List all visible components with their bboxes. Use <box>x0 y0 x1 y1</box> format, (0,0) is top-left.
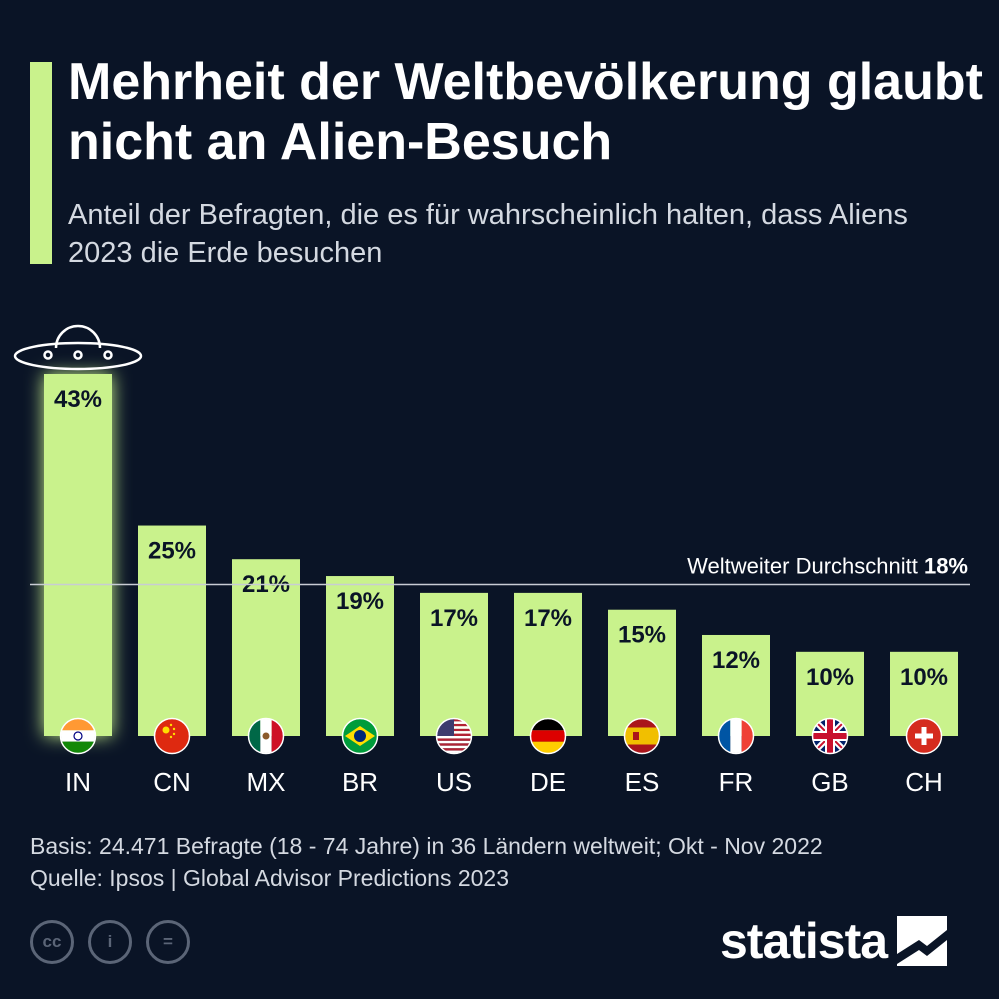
license-icons: cc i = <box>30 920 190 964</box>
cc-icon[interactable]: cc <box>30 920 74 964</box>
chart-title: Mehrheit der Weltbevölkerung glaubt nich… <box>68 53 983 171</box>
value-label-in: 43% <box>54 386 102 413</box>
category-label-cn: CN <box>153 767 191 797</box>
flag-china-icon <box>153 717 191 755</box>
value-label-fr: 12% <box>712 647 760 674</box>
footer-source: Quelle: Ipsos | Global Advisor Predictio… <box>30 865 510 891</box>
flag-brazil-icon <box>341 717 379 755</box>
statista-logo-icon <box>897 916 948 966</box>
flag-usa-icon <box>435 717 473 755</box>
category-label-mx: MX <box>247 767 286 797</box>
flag-mexico-icon <box>247 717 285 755</box>
category-label-fr: FR <box>719 767 754 797</box>
ufo-icon <box>13 324 143 371</box>
category-label-in: IN <box>65 767 91 797</box>
bar-mx <box>232 559 300 736</box>
chart-subtitle: Anteil der Befragten, die es für wahrsch… <box>68 199 908 269</box>
value-label-gb: 10% <box>806 664 854 691</box>
value-label-es: 15% <box>618 622 666 649</box>
category-label-br: BR <box>342 767 378 797</box>
category-label-es: ES <box>625 767 660 797</box>
flag-india-icon <box>59 717 97 755</box>
bar-us <box>420 592 488 736</box>
flag-france-icon <box>717 717 755 755</box>
bar-br <box>326 576 394 736</box>
no-derivatives-icon[interactable]: = <box>146 920 190 964</box>
flag-switzerland-icon <box>905 717 943 755</box>
bar-de <box>514 592 582 736</box>
bar-chart: 43%IN25%CN21%MX19%BR17%US17%DE15%ES12%FR… <box>13 324 970 797</box>
bar-cn <box>138 525 206 736</box>
flag-uk-icon <box>811 717 849 755</box>
category-label-de: DE <box>530 767 566 797</box>
flag-germany-icon <box>529 717 567 755</box>
footer-basis: Basis: 24.471 Befragte (18 - 74 Jahre) i… <box>30 833 823 859</box>
category-label-ch: CH <box>905 767 943 797</box>
category-label-gb: GB <box>811 767 849 797</box>
value-label-us: 17% <box>430 605 478 632</box>
category-label-us: US <box>436 767 472 797</box>
footer: Basis: 24.471 Befragte (18 - 74 Jahre) i… <box>30 830 970 894</box>
bar-es <box>608 609 676 736</box>
accent-bar <box>30 62 52 264</box>
value-label-de: 17% <box>524 605 572 632</box>
brand-name: statista <box>720 913 888 969</box>
value-label-ch: 10% <box>900 664 948 691</box>
bar-in <box>44 374 112 736</box>
value-label-cn: 25% <box>148 538 196 565</box>
flag-spain-icon <box>623 717 661 755</box>
attribution-icon[interactable]: i <box>88 920 132 964</box>
statista-brand[interactable]: statista <box>720 912 948 970</box>
average-label: Weltweiter Durchschnitt 18% <box>687 553 968 578</box>
value-label-br: 19% <box>336 588 384 615</box>
